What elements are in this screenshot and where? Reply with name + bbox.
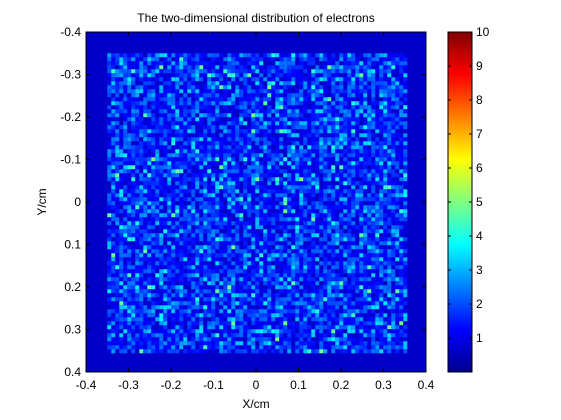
y-tick-label: 0.4 xyxy=(64,365,81,379)
x-axis-label: X/cm xyxy=(242,397,269,411)
x-tick-label: 0.1 xyxy=(290,378,307,392)
heatmap-image xyxy=(86,32,426,372)
x-tick-label: 0.3 xyxy=(375,378,392,392)
colorbar-tick-label: 8 xyxy=(476,93,483,107)
y-tick-label: -0.3 xyxy=(60,68,81,82)
x-tick-label: 0.4 xyxy=(418,378,435,392)
colorbar-tick-label: 1 xyxy=(476,331,483,345)
x-tick-label: -0.2 xyxy=(161,378,182,392)
y-axis-label: Y/cm xyxy=(35,188,49,215)
chart-title: The two-dimensional distribution of elec… xyxy=(137,11,374,25)
x-axis: -0.4 -0.3 -0.2 -0.1 0 0.1 0.2 0.3 0.4 xyxy=(76,32,435,392)
y-tick-label: 0 xyxy=(74,195,81,209)
colorbar xyxy=(447,31,473,373)
y-tick-label: -0.1 xyxy=(60,153,81,167)
y-tick-label: -0.4 xyxy=(60,25,81,39)
x-tick-label: -0.3 xyxy=(118,378,139,392)
heatmap-speckles xyxy=(107,53,408,354)
colorbar-tick-label: 2 xyxy=(476,297,483,311)
y-tick-label: -0.2 xyxy=(60,110,81,124)
y-tick-label: 0.3 xyxy=(64,323,81,337)
colorbar-tick-label: 9 xyxy=(476,59,483,73)
colorbar-tick-label: 7 xyxy=(476,127,483,141)
colorbar-axis: 1 2 3 4 5 6 7 8 9 10 xyxy=(448,25,490,345)
colorbar-tick-label: 10 xyxy=(476,25,490,39)
y-tick-label: 0.2 xyxy=(64,280,81,294)
x-tick-label: 0.2 xyxy=(333,378,350,392)
colorbar-tick-label: 4 xyxy=(476,229,483,243)
colorbar-tick-label: 5 xyxy=(476,195,483,209)
x-tick-label: -0.1 xyxy=(203,378,224,392)
x-tick-label: -0.4 xyxy=(76,378,97,392)
colorbar-tick-label: 3 xyxy=(476,263,483,277)
x-tick-label: 0 xyxy=(253,378,260,392)
y-axis: -0.4 -0.3 -0.2 -0.1 0 0.1 0.2 0.3 0.4 xyxy=(60,25,426,379)
colorbar-tick-label: 6 xyxy=(476,161,483,175)
y-tick-label: 0.1 xyxy=(64,238,81,252)
